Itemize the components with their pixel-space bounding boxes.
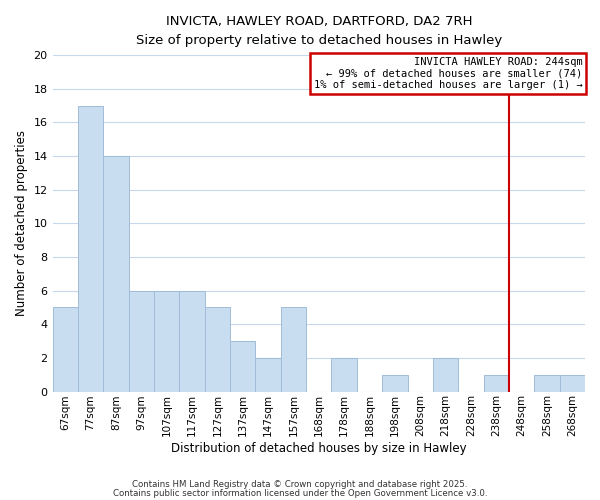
Bar: [103, 156, 128, 392]
Bar: [179, 290, 205, 392]
Bar: [53, 308, 78, 392]
Bar: [433, 358, 458, 392]
Bar: [230, 341, 256, 392]
Bar: [205, 308, 230, 392]
Bar: [78, 106, 103, 392]
Bar: [281, 308, 306, 392]
Bar: [484, 374, 509, 392]
Y-axis label: Number of detached properties: Number of detached properties: [15, 130, 28, 316]
Bar: [128, 290, 154, 392]
Bar: [560, 374, 585, 392]
Text: Contains HM Land Registry data © Crown copyright and database right 2025.: Contains HM Land Registry data © Crown c…: [132, 480, 468, 489]
Bar: [534, 374, 560, 392]
Bar: [154, 290, 179, 392]
Text: Contains public sector information licensed under the Open Government Licence v3: Contains public sector information licen…: [113, 489, 487, 498]
Bar: [331, 358, 357, 392]
Title: INVICTA, HAWLEY ROAD, DARTFORD, DA2 7RH
Size of property relative to detached ho: INVICTA, HAWLEY ROAD, DARTFORD, DA2 7RH …: [136, 15, 502, 47]
Bar: [256, 358, 281, 392]
X-axis label: Distribution of detached houses by size in Hawley: Distribution of detached houses by size …: [171, 442, 467, 455]
Bar: [382, 374, 407, 392]
Text: INVICTA HAWLEY ROAD: 244sqm
← 99% of detached houses are smaller (74)
1% of semi: INVICTA HAWLEY ROAD: 244sqm ← 99% of det…: [314, 57, 583, 90]
